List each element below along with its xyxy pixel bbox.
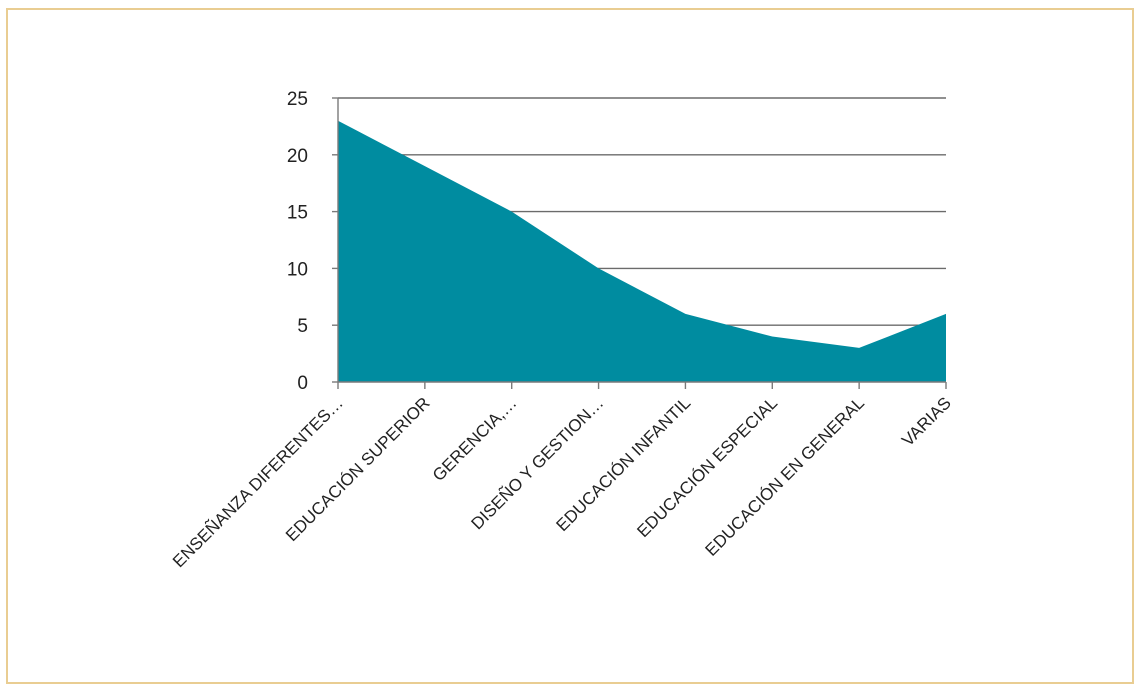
y-tick-label-1: 5 [297, 316, 308, 337]
x-tick-label-2: GERENCIA,… [429, 393, 521, 485]
x-tick-label-0: ENSEÑANZA DIFERENTES… [169, 393, 347, 571]
y-tick-label-2: 10 [287, 259, 308, 280]
x-tick-label-5: EDUCACIÓN ESPECIAL [633, 393, 781, 541]
x-axis-ticks: ENSEÑANZA DIFERENTES…EDUCACIÓN SUPERIORG… [169, 382, 955, 571]
x-tick-label-6: EDUCACIÓN EN GENERAL [702, 393, 868, 559]
y-tick-label-4: 20 [287, 146, 308, 167]
y-tick-label-5: 25 [287, 89, 308, 110]
area-series [338, 120, 946, 382]
axes [337, 98, 946, 383]
y-tick-label-3: 15 [287, 203, 308, 224]
x-tick-label-7: VARIAS [898, 393, 955, 450]
x-tick-label-1: EDUCACIÓN SUPERIOR [282, 393, 434, 545]
y-tick-label-0: 0 [297, 373, 308, 394]
y-axis-ticks: 0 5 10 15 20 25 [287, 89, 338, 394]
